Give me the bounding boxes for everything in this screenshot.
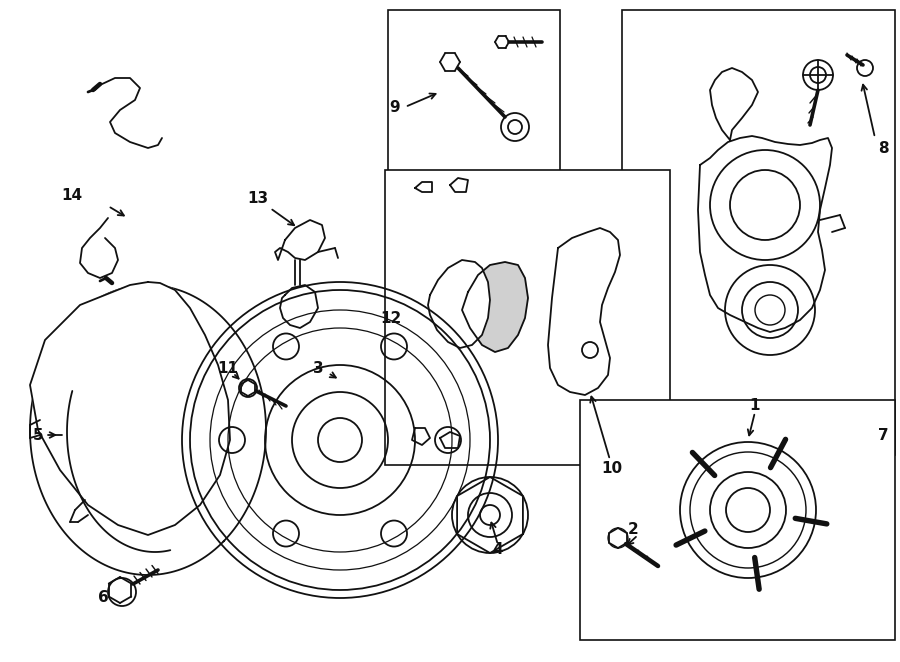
Text: 6: 6 <box>97 591 108 606</box>
Polygon shape <box>698 136 832 332</box>
Text: 4: 4 <box>492 542 503 557</box>
Polygon shape <box>280 285 318 328</box>
Text: 5: 5 <box>32 428 43 442</box>
Text: 10: 10 <box>601 461 623 475</box>
Text: 12: 12 <box>381 310 401 326</box>
Text: 1: 1 <box>750 397 760 412</box>
Text: 3: 3 <box>312 361 323 375</box>
Polygon shape <box>462 262 528 352</box>
Polygon shape <box>710 68 758 140</box>
Bar <box>385 170 670 465</box>
Text: 7: 7 <box>878 428 888 442</box>
Polygon shape <box>428 260 490 348</box>
Bar <box>580 400 895 640</box>
Text: 14: 14 <box>61 187 83 203</box>
Text: 2: 2 <box>627 522 638 538</box>
Bar <box>622 10 895 455</box>
Text: 13: 13 <box>248 191 268 205</box>
Polygon shape <box>30 282 230 535</box>
Bar <box>388 10 560 175</box>
Text: 9: 9 <box>390 99 400 115</box>
Text: 11: 11 <box>218 361 238 375</box>
Text: 8: 8 <box>878 140 888 156</box>
Polygon shape <box>275 220 325 260</box>
Polygon shape <box>548 228 620 395</box>
